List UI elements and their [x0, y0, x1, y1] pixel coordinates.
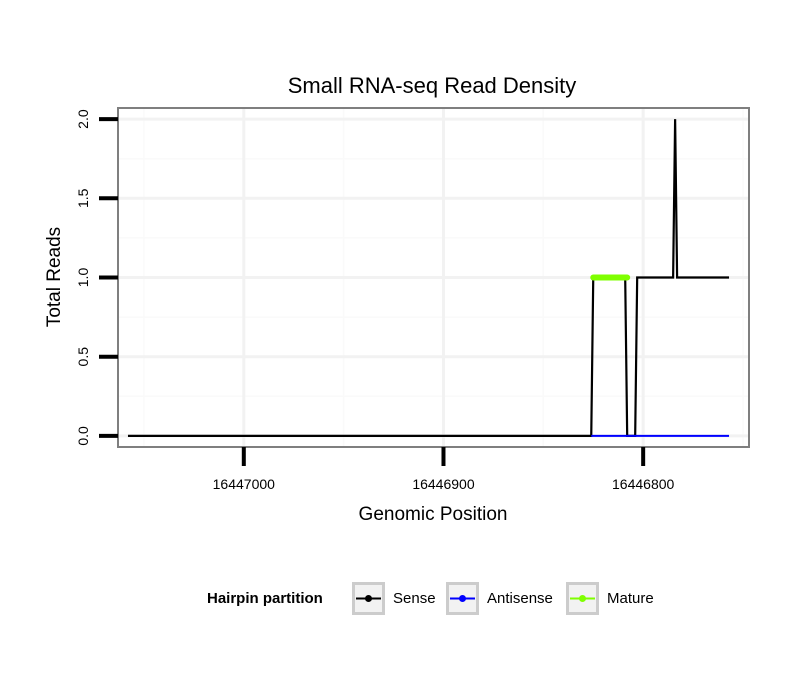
legend-items: Sense Antisense Mature: [352, 582, 654, 615]
x-tick-label: 16446900: [412, 476, 475, 492]
legend-key-point: [459, 595, 466, 602]
legend-item-mature: Mature: [566, 582, 654, 615]
chart-title: Small RNA-seq Read Density: [288, 73, 577, 98]
x-axis: 16447000 16446900 16446800: [213, 447, 675, 492]
legend-label: Mature: [607, 590, 654, 607]
y-axis-title: Total Reads: [44, 227, 65, 327]
y-tick-label: 1.0: [75, 268, 91, 288]
legend: Hairpin partition Sense Antisense Mature: [207, 582, 654, 615]
x-tick-label: 16447000: [213, 476, 276, 492]
legend-key-point: [365, 595, 372, 602]
y-axis: 0.0 0.5 1.0 1.5 2.0: [75, 109, 118, 446]
legend-item-antisense: Antisense: [446, 582, 553, 615]
legend-label: Sense: [393, 590, 436, 607]
legend-title: Hairpin partition: [207, 590, 323, 607]
legend-item-sense: Sense: [352, 582, 436, 615]
y-tick-label: 0.5: [75, 347, 91, 367]
x-axis-title: Genomic Position: [359, 504, 508, 525]
x-tick-label: 16446800: [612, 476, 675, 492]
y-tick-label: 0.0: [75, 426, 91, 446]
y-tick-label: 1.5: [75, 188, 91, 208]
y-tick-label: 2.0: [75, 109, 91, 129]
legend-key-point: [579, 595, 586, 602]
series-layer: [127, 119, 730, 438]
legend-label: Antisense: [487, 590, 553, 607]
legend-key: [446, 582, 479, 615]
